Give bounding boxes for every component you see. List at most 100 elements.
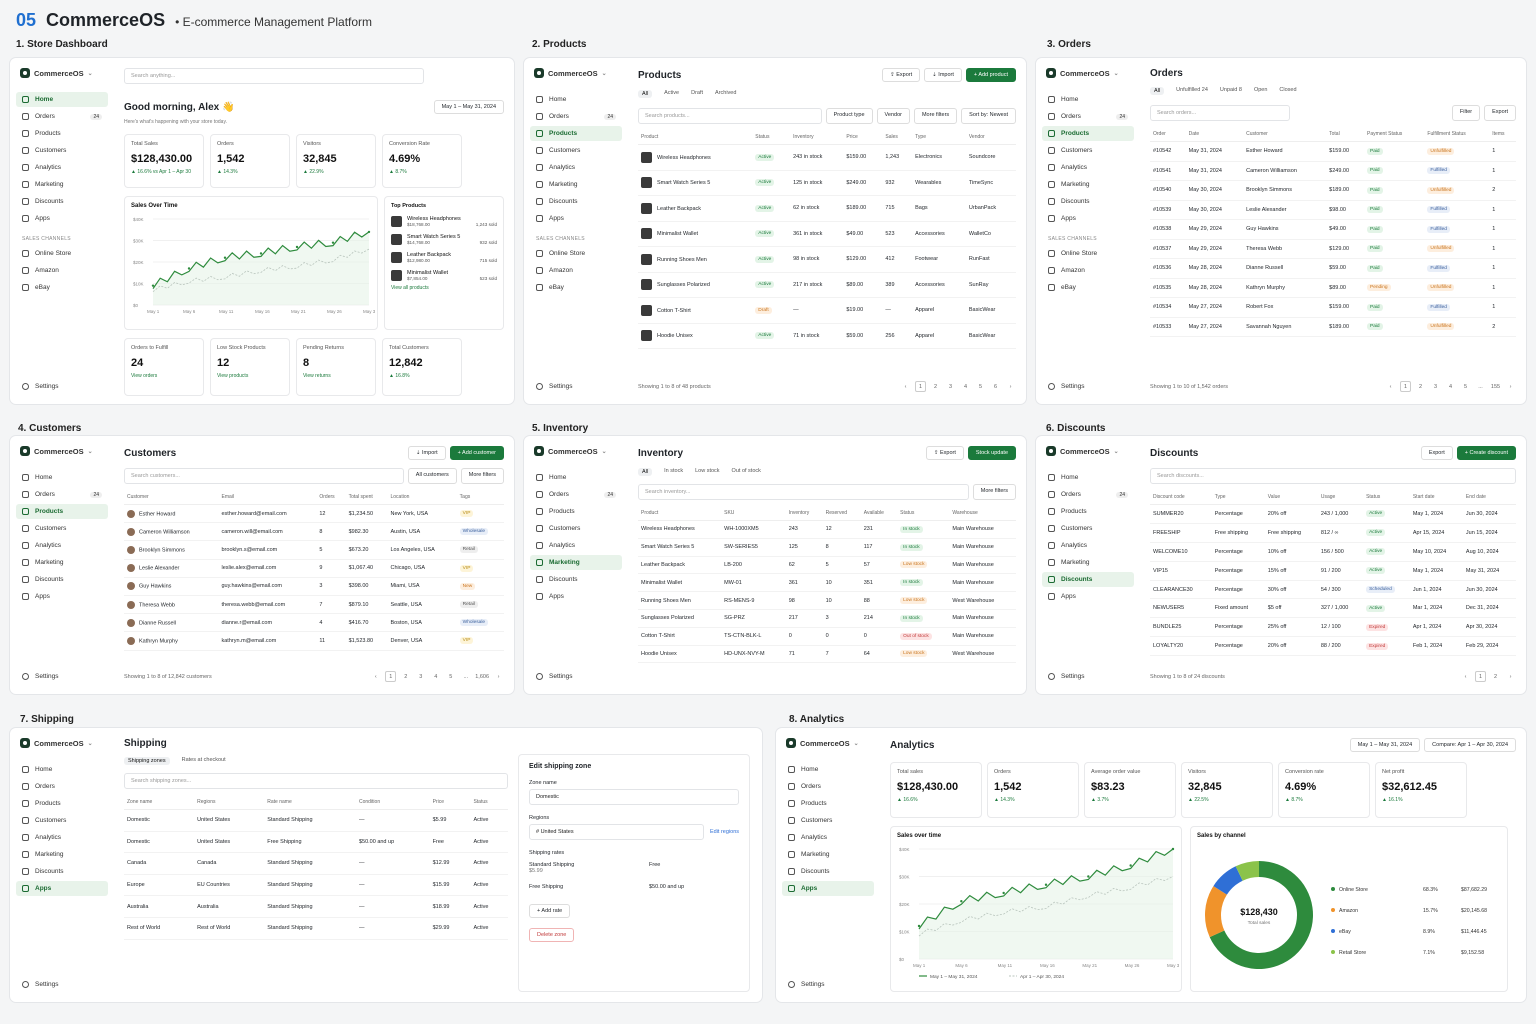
nav-item-marketing[interactable]: Marketing (530, 177, 622, 192)
edit-regions-link[interactable]: Edit regions (709, 829, 739, 835)
add-rate-button[interactable]: + Add rate (529, 904, 571, 918)
regions-input[interactable]: # United States (529, 824, 704, 840)
brand[interactable]: CommerceOS ⌄ (20, 738, 104, 748)
nav-item-analytics[interactable]: Analytics (1042, 538, 1134, 553)
summary-link[interactable]: View returns (303, 373, 331, 379)
column-header[interactable]: Status (752, 130, 791, 145)
table-row[interactable]: Cameron Williamson cameron.will@email.com… (124, 522, 504, 542)
table-row[interactable]: NEWUSER5 Fixed amount $5 off 327 / 1,000 Act… (1150, 598, 1516, 619)
table-row[interactable]: Wireless Headphones Active 243 in stock $15… (638, 144, 1016, 171)
tab[interactable]: Shipping zones (124, 757, 170, 765)
nav-item-apps[interactable]: Apps (16, 589, 108, 604)
column-header[interactable]: Email (218, 490, 317, 505)
page-button[interactable]: 5 (1463, 383, 1468, 390)
nav-item-apps[interactable]: Apps (530, 211, 622, 226)
top-product-row[interactable]: Smart Watch Series 5 $14,768.00 932 sold (391, 234, 497, 245)
table-row[interactable]: Esther Howard esther.howard@email.com 12 $1… (124, 504, 504, 524)
table-row[interactable]: Wireless Headphones WH-1000XM5 243 12 231 In … (638, 520, 1016, 539)
table-row[interactable]: Running Shoes Men RS-MENS-9 98 10 88 Low stoc… (638, 591, 1016, 610)
nav-item-analytics[interactable]: Analytics (1042, 160, 1134, 175)
table-row[interactable]: Australia Australia Standard Shipping — $18.… (124, 895, 508, 918)
create-discount-button[interactable]: + Create discount (1456, 446, 1516, 460)
page-button[interactable]: 6 (993, 383, 998, 390)
nav-item-orders[interactable]: Orders 24 (530, 487, 622, 502)
tab[interactable]: Active (664, 90, 680, 96)
nav-item-home[interactable]: Home (1042, 92, 1134, 107)
page-button[interactable]: 4 (1448, 383, 1453, 390)
delete-zone-button[interactable]: Delete zone (529, 928, 575, 942)
table-row[interactable]: Cotton T-Shirt Draft — $19.00 — Apparel BasicW… (638, 297, 1016, 324)
channel-item[interactable]: Amazon (1042, 263, 1134, 278)
column-header[interactable]: Warehouse (949, 506, 1016, 521)
nav-item-home[interactable]: Home (530, 92, 622, 107)
more-filters-button[interactable]: More filters (460, 468, 504, 484)
channel-item[interactable]: Amazon (16, 263, 108, 278)
column-header[interactable]: Zone name (124, 795, 195, 810)
product-type-filter[interactable]: Product type (825, 108, 873, 124)
column-header[interactable]: Start date (1409, 490, 1463, 505)
table-row[interactable]: BUNDLE25 Percentage 25% off 12 / 100 Expired… (1150, 617, 1516, 638)
brand[interactable]: CommerceOS ⌄ (534, 68, 618, 78)
nav-item-customers[interactable]: Customers (16, 521, 108, 536)
search-input[interactable]: Search products... (638, 108, 822, 124)
nav-item-customers[interactable]: Customers (530, 521, 622, 536)
column-header[interactable]: Items (1489, 127, 1516, 142)
table-row[interactable]: Guy Hawkins guy.hawkins@email.com 3 $398.00… (124, 577, 504, 596)
column-header[interactable]: Rate name (264, 795, 356, 810)
column-header[interactable]: Product (638, 130, 753, 145)
column-header[interactable]: Status (897, 506, 950, 521)
page-button[interactable]: ‹ (904, 383, 907, 390)
table-row[interactable]: LOYALTY20 Percentage 20% off 88 / 200 Expire… (1150, 636, 1516, 657)
nav-item-home[interactable]: Home (1042, 470, 1134, 485)
column-header[interactable]: Type (1211, 490, 1265, 505)
column-header[interactable]: Usage (1317, 490, 1364, 505)
nav-item-customers[interactable]: Customers (530, 143, 622, 158)
nav-item-orders[interactable]: Orders 24 (1042, 109, 1134, 124)
rate-row[interactable]: Free Shipping $50.00 and up (529, 884, 739, 890)
table-row[interactable]: #10533 May 27, 2024 Savannah Nguyen $189.00… (1150, 317, 1516, 337)
tab[interactable]: Rates at checkout (181, 757, 226, 763)
nav-item-discounts[interactable]: Discounts (1042, 572, 1134, 587)
nav-item-home[interactable]: Home (16, 762, 108, 777)
table-row[interactable]: #10542 May 31, 2024 Esther Howard $159.00 Pa… (1150, 141, 1516, 162)
page-button[interactable]: ... (1478, 383, 1483, 390)
column-header[interactable]: Available (860, 506, 898, 521)
column-header[interactable]: Orders (316, 490, 346, 505)
channel-item[interactable]: eBay (530, 280, 622, 295)
column-header[interactable]: Location (387, 490, 457, 505)
nav-item-apps[interactable]: Apps (16, 211, 108, 226)
page-button[interactable]: 2 (1418, 383, 1423, 390)
tab[interactable]: All (638, 468, 653, 476)
column-header[interactable]: Status (470, 795, 508, 810)
settings-link[interactable]: Settings (1048, 673, 1085, 680)
nav-item-customers[interactable]: Customers (16, 143, 108, 158)
nav-item-products[interactable]: Products (782, 796, 874, 811)
page-button[interactable]: ‹ (1389, 383, 1392, 390)
column-header[interactable]: Regions (194, 795, 265, 810)
page-button[interactable]: 155 (1490, 383, 1501, 390)
nav-item-apps[interactable]: Apps (16, 881, 108, 896)
summary-card[interactable]: Low Stock Products 12 View products (210, 338, 290, 396)
search-input[interactable]: Search discounts... (1150, 468, 1516, 484)
table-row[interactable]: Hoodie Unisex HD-UNX-NVY-M 71 7 64 Low stock W… (638, 645, 1016, 664)
segment-filter[interactable]: All customers (407, 468, 457, 484)
search-input[interactable]: Search inventory... (638, 484, 969, 500)
table-row[interactable]: #10535 May 28, 2024 Kathryn Murphy $89.00 Pe… (1150, 278, 1516, 298)
brand[interactable]: CommerceOS ⌄ (1046, 68, 1130, 78)
column-header[interactable]: Value (1264, 490, 1318, 505)
table-row[interactable]: Rest of World Rest of World Standard Shipp… (124, 917, 508, 940)
table-row[interactable]: Canada Canada Standard Shipping — $12.99 Acti… (124, 852, 508, 875)
zone-name-input[interactable]: Domestic (529, 789, 739, 805)
brand[interactable]: CommerceOS ⌄ (20, 68, 104, 78)
nav-item-products[interactable]: Products (530, 126, 622, 141)
summary-card[interactable]: Pending Returns 8 View returns (296, 338, 376, 396)
column-header[interactable]: Status (1363, 490, 1410, 505)
rate-row[interactable]: Standard Shipping $5.99 Free (529, 862, 739, 874)
sort-select[interactable]: Sort by: Newest (961, 108, 1016, 124)
date-range-button[interactable]: May 1 – May 31, 2024 (1349, 738, 1421, 752)
nav-item-orders[interactable]: Orders 24 (530, 109, 622, 124)
nav-item-analytics[interactable]: Analytics (16, 160, 108, 175)
settings-link[interactable]: Settings (22, 383, 59, 390)
more-filters-button[interactable]: More filters (972, 484, 1016, 500)
column-header[interactable]: Price (429, 795, 471, 810)
